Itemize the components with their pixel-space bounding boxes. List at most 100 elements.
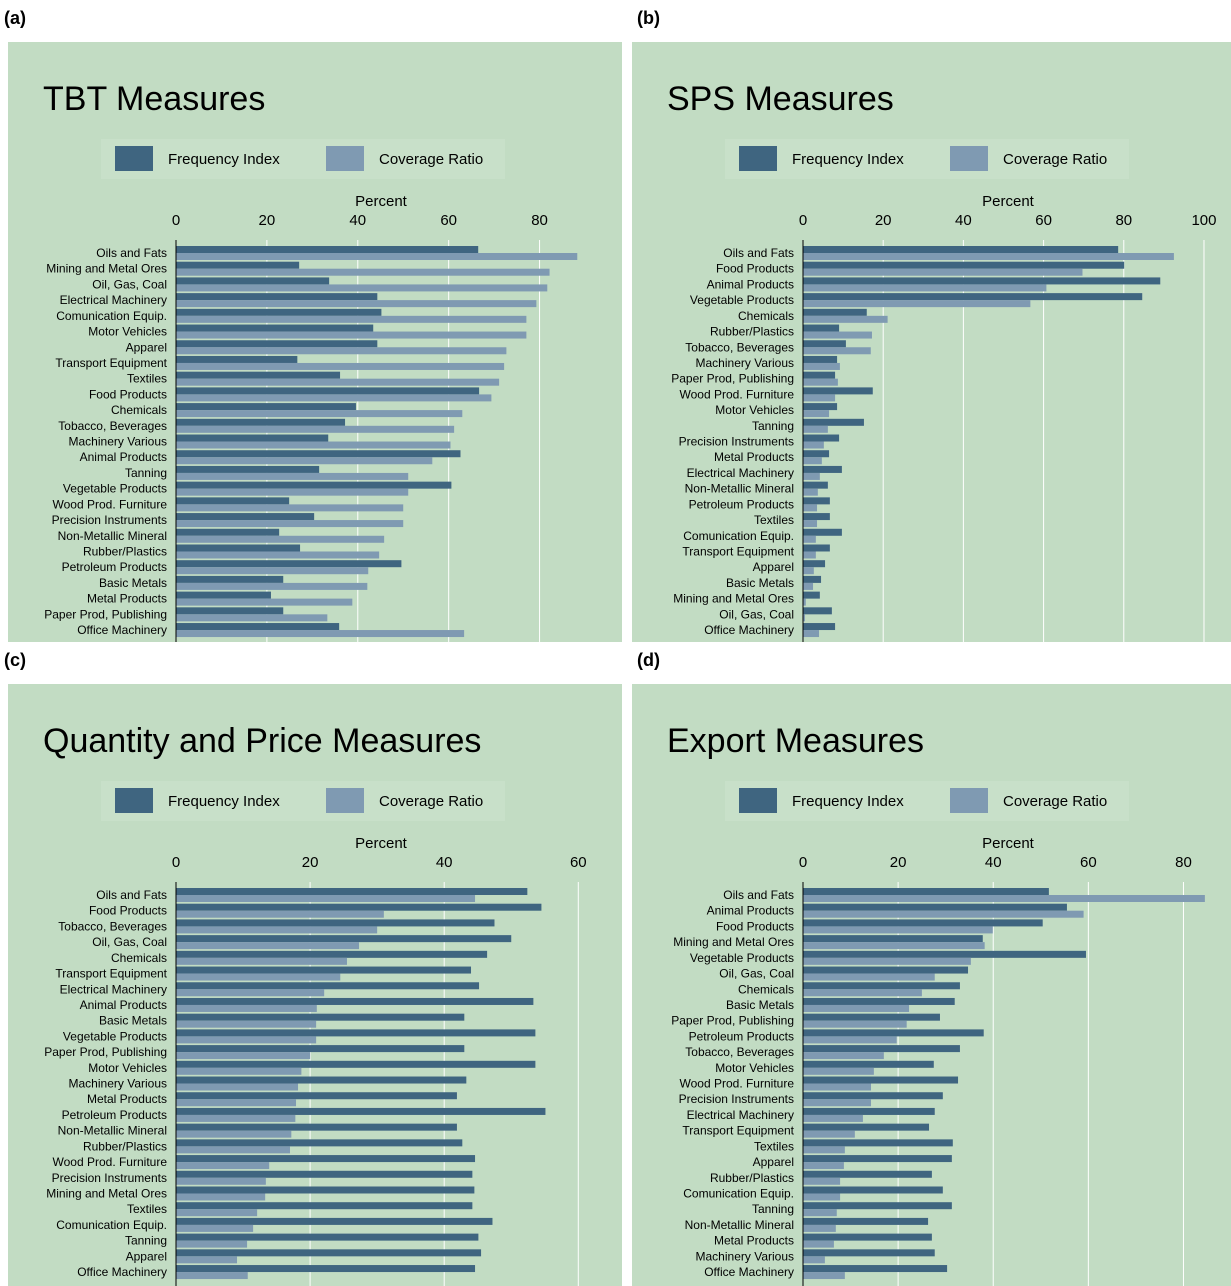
bar [176,293,378,301]
chart-title: SPS Measures [667,80,894,118]
bar [176,544,301,552]
bar [803,942,985,950]
category-label: Office Machinery [704,1265,794,1279]
bar [803,362,840,370]
category-label: Non-Metallic Mineral [58,529,167,543]
bar [803,1240,834,1248]
bar [176,575,284,583]
bar [176,253,578,260]
category-label: Machinery Various [696,1249,794,1263]
category-label: Tanning [125,1234,167,1248]
bar [176,1004,317,1012]
bar [803,410,830,418]
bar [803,582,814,590]
bar [176,355,298,363]
bar [176,551,380,559]
legend-label: Coverage Ratio [1003,151,1107,168]
category-label: Rubber/Plastics [710,1171,794,1185]
x-tick-label: 40 [985,854,1002,871]
category-label: Wood Prod. Furniture [680,1077,795,1091]
bar [176,598,353,606]
bar [176,582,368,590]
bar [176,535,385,543]
bar [176,957,347,965]
bar [176,926,378,934]
bar [176,910,384,918]
bar [176,504,404,512]
category-label: Food Products [89,904,167,918]
bar [803,441,824,449]
bar [803,957,971,965]
x-tick-label: 80 [531,212,548,229]
bar [176,1186,475,1194]
category-label: Oils and Fats [723,246,794,260]
bar [803,926,993,934]
panel-label: (d) [637,650,660,670]
category-label: Oils and Fats [723,888,794,902]
legend-label: Frequency Index [168,151,280,168]
bar [176,410,463,418]
bar [176,528,280,536]
x-tick-label: 20 [890,854,907,871]
bar [803,331,872,339]
bar [176,950,488,958]
category-label: Oils and Fats [96,246,167,260]
category-label: Oil, Gas, Coal [719,607,794,621]
bar [176,394,492,402]
bar [803,324,840,332]
category-label: Apparel [753,560,794,574]
bar [176,246,479,253]
bar [803,1107,935,1115]
x-tick-label: 60 [1080,854,1097,871]
bar [176,308,382,316]
bar [176,378,500,386]
bar [803,544,830,552]
bar [803,935,983,943]
bar [803,1202,952,1210]
x-tick-label: 40 [436,854,453,871]
bar [176,1045,465,1053]
bar [803,504,818,512]
bar [803,261,1125,269]
bar [803,1146,845,1154]
bar [176,362,505,370]
category-label: Petroleum Products [62,1108,167,1122]
x-tick-label: 80 [1115,212,1132,229]
bar [176,1272,248,1280]
panel-label: (a) [4,8,26,28]
category-label: Oils and Fats [96,888,167,902]
category-label: Animal Products [80,998,167,1012]
legend-box [101,781,505,821]
bar [803,895,1205,902]
bar [803,457,822,465]
bar [803,1209,837,1217]
category-label: Machinery Various [69,1077,167,1091]
category-label: Rubber/Plastics [83,1139,167,1153]
bar [176,1233,479,1241]
x-tick-label: 20 [875,212,892,229]
legend-label: Coverage Ratio [1003,793,1107,810]
bar [176,1052,311,1060]
bar [803,1045,960,1053]
bar [803,966,969,974]
bar [803,340,846,348]
bar [803,1162,844,1170]
bar [176,347,507,355]
category-label: Non-Metallic Mineral [58,1124,167,1138]
bar [176,1224,254,1232]
category-label: Wood Prod. Furniture [680,387,795,401]
bar [803,378,838,386]
bar [176,1202,473,1210]
bar [176,1139,463,1147]
category-label: Vegetable Products [63,482,167,496]
bar [803,315,888,323]
x-axis-label: Percent [982,835,1035,852]
bar [803,1272,845,1280]
category-label: Mining and Metal Ores [46,1186,167,1200]
bar [176,1177,266,1185]
bar [803,1177,841,1185]
bar [176,1036,317,1044]
legend-label: Frequency Index [792,793,904,810]
bar [176,324,374,332]
category-label: Motor Vehicles [88,325,167,339]
